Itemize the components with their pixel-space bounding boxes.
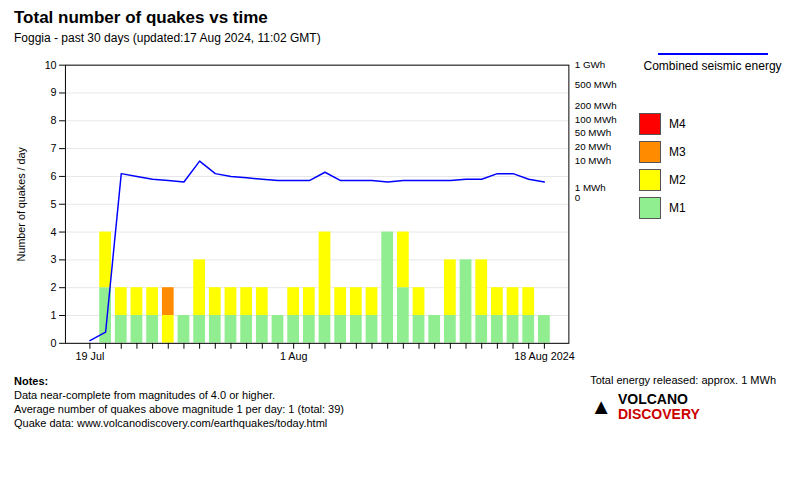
svg-text:1 GWh: 1 GWh	[575, 59, 605, 70]
svg-text:500 MWh: 500 MWh	[575, 79, 617, 90]
svg-text:20 MWh: 20 MWh	[575, 141, 611, 152]
html-text:Quake data: www.volcanodiscove: Quake data: www.volcanodiscovery.com/ear…	[14, 417, 328, 430]
svg-text:0: 0	[51, 337, 57, 349]
svg-text:19 Jul: 19 Jul	[76, 350, 105, 362]
html-text:M1: M1	[669, 201, 686, 215]
html-text:Total number of quakes vs time: Total number of quakes vs time	[14, 8, 268, 27]
html-text:M4: M4	[669, 117, 686, 131]
svg-text:Number of quakes / day: Number of quakes / day	[15, 146, 27, 261]
svg-text:10 MWh: 10 MWh	[575, 155, 611, 166]
svg-text:18 Aug 2024: 18 Aug 2024	[514, 350, 574, 362]
html-text:DISCOVERY: DISCOVERY	[617, 406, 700, 423]
svg-text:9: 9	[51, 86, 57, 98]
html-text:M3: M3	[669, 145, 686, 159]
html-text:Data near-complete from magnit: Data near-complete from magnitudes of 4.…	[14, 389, 276, 402]
svg-text:1 Aug: 1 Aug	[280, 350, 308, 362]
html-text:Average number of quakes above: Average number of quakes above magnitude…	[14, 403, 344, 416]
svg-text:1: 1	[51, 309, 57, 321]
html-text:▲ VOLCANO: ▲ VOLCANO	[590, 391, 688, 420]
svg-text:5: 5	[51, 198, 57, 210]
svg-text:3: 3	[51, 253, 57, 265]
svg-text:1 MWh: 1 MWh	[575, 182, 606, 193]
html-text:Foggia - past 30 days (updated: Foggia - past 30 days (updated:17 Aug 20…	[14, 31, 321, 45]
html-text:Notes:: Notes:	[14, 375, 49, 388]
svg-text:6: 6	[51, 170, 57, 182]
svg-text:10: 10	[45, 59, 57, 71]
svg-text:50 MWh: 50 MWh	[575, 127, 611, 138]
svg-text:200 MWh: 200 MWh	[575, 100, 617, 111]
svg-text:0: 0	[575, 192, 581, 203]
svg-text:100 MWh: 100 MWh	[575, 114, 617, 125]
html-text:M2: M2	[669, 173, 686, 187]
html-text:Combined seismic energy: Combined seismic energy	[643, 59, 782, 73]
svg-text:8: 8	[51, 114, 57, 126]
svg-text:4: 4	[51, 226, 57, 238]
html-text:Total energy released: approx.: Total energy released: approx. 1 MWh	[590, 374, 776, 387]
svg-text:2: 2	[51, 281, 57, 293]
svg-text:7: 7	[51, 142, 57, 154]
